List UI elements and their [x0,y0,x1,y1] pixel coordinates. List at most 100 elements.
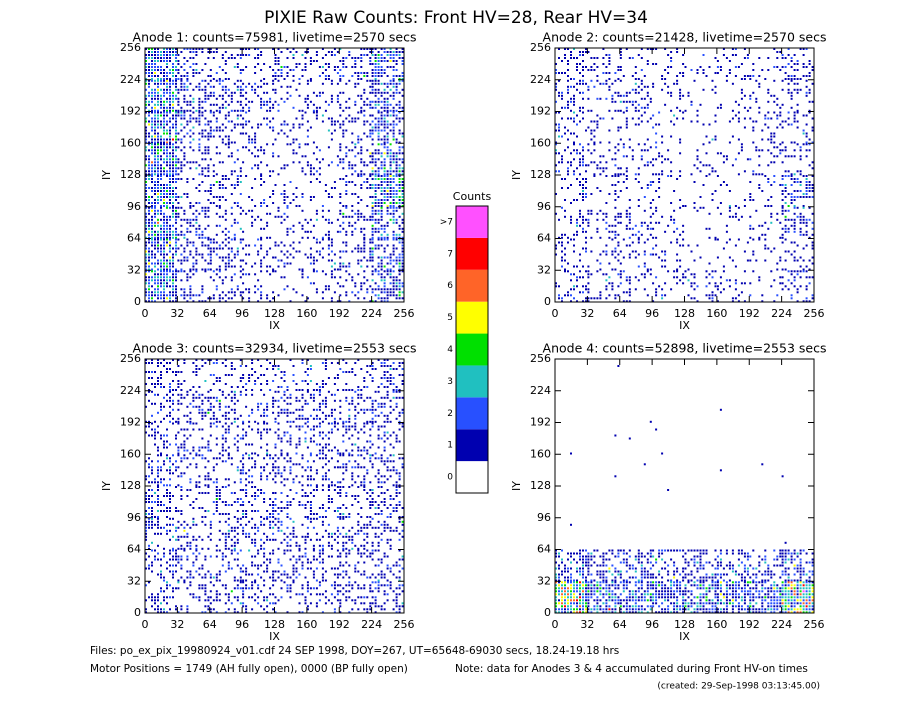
count-dot [570,97,572,100]
count-dot [684,270,687,273]
count-dot [154,141,156,144]
count-dot [371,184,374,186]
count-dot [787,218,790,221]
count-dot [357,173,360,176]
count-dot [204,91,207,94]
count-dot [696,69,699,71]
count-dot [180,88,183,91]
count-dot [272,103,275,106]
count-dot [324,78,327,80]
count-dot [631,158,634,161]
count-dot [401,152,404,155]
count-dot [587,109,590,112]
count-dot [386,233,389,236]
count-dot [628,146,631,149]
count-dot [649,202,652,204]
footer-note: Note: data for Anodes 3 & 4 accumulated … [455,663,808,675]
count-dot [301,155,304,158]
count-dot [401,218,404,221]
count-dot [269,300,272,303]
count-dot [154,253,156,256]
count-dot [269,265,272,268]
count-dot [351,173,354,176]
count-dot [369,135,372,138]
count-dot [333,123,336,126]
count-dot [260,244,263,247]
count-dot [239,48,242,50]
count-dot [339,149,342,152]
count-dot [611,158,614,161]
count-dot [277,265,280,268]
count-dot [722,48,725,50]
count-dot [230,184,233,186]
count-dot [260,218,263,221]
count-dot [585,196,587,198]
count-dot [169,170,171,173]
count-dot [728,206,731,209]
count-dot [336,66,339,68]
count-dot [151,221,153,224]
count-dot [360,106,363,109]
count-dot [799,146,802,149]
count-dot [207,206,210,209]
count-dot [655,141,658,144]
count-dot [746,109,749,112]
count-dot [389,48,392,50]
count-dot [363,215,366,218]
count-dot [369,152,372,155]
count-dot [764,238,767,241]
count-dot [585,250,587,253]
count-dot [175,389,177,391]
count-dot [366,291,369,294]
count-dot [643,262,646,265]
count-dot [374,94,377,97]
heat-cell [177,48,210,80]
count-dot [383,100,386,103]
count-dot [761,190,764,192]
count-dot [790,94,793,97]
count-dot [145,149,147,152]
count-dot [154,276,156,279]
count-dot [649,181,652,183]
count-dot [195,209,198,212]
count-dot [758,236,761,239]
count-dot [177,371,180,373]
count-dot [637,167,640,170]
count-dot [380,190,383,192]
count-dot [212,238,215,241]
count-dot [377,178,380,180]
count-dot [655,123,658,126]
count-dot [602,57,605,59]
count-dot [274,241,277,244]
count-dot [342,212,345,215]
count-dot [160,297,162,300]
count-dot [195,167,198,170]
count-dot [315,270,318,273]
count-dot [614,215,617,218]
count-dot [145,383,147,385]
heat-cell [306,270,339,303]
count-dot [172,273,174,276]
count-dot [587,164,590,167]
count-dot [793,230,796,233]
count-dot [169,368,171,370]
count-dot [327,78,330,80]
count-dot [233,123,236,126]
count-dot [377,109,380,112]
count-dot [248,297,251,300]
count-dot [637,241,640,244]
count-dot [389,190,392,192]
count-dot [169,362,171,364]
count-dot [227,138,230,141]
count-dot [386,91,389,94]
count-dot [773,94,776,97]
count-dot [209,85,212,88]
count-dot [272,75,275,77]
count-dot [183,97,186,100]
count-dot [743,48,746,50]
count-dot [808,268,811,271]
count-dot [625,100,628,103]
count-dot [649,221,652,224]
heat-cell [749,143,782,176]
count-dot [708,173,711,176]
